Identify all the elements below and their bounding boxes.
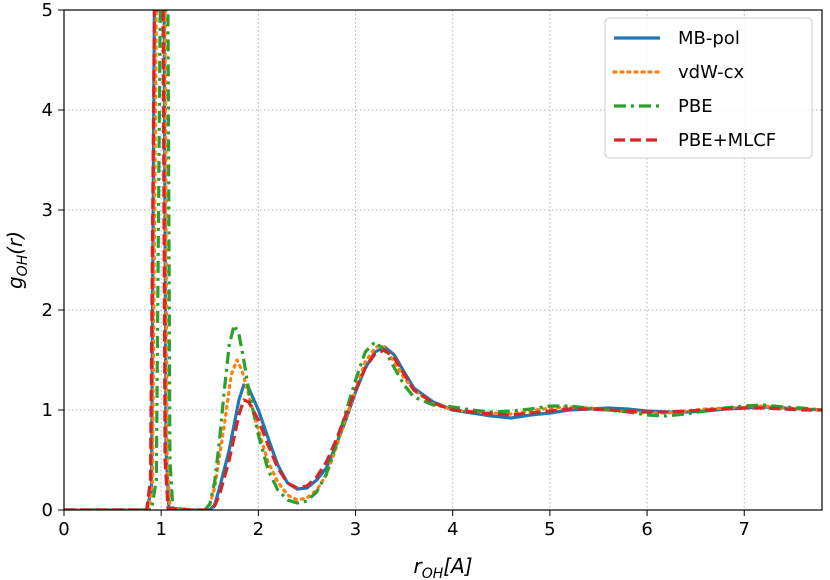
y-tick-label: 0 xyxy=(42,500,53,521)
y-tick-label: 4 xyxy=(42,100,53,121)
legend: MB-pol vdW-cx PBE PBE+MLCF xyxy=(604,17,813,159)
y-tick-label: 1 xyxy=(42,400,53,421)
x-tick-label: 5 xyxy=(544,519,555,540)
legend-label: MB-pol xyxy=(678,28,740,49)
y-tick-label: 2 xyxy=(42,300,53,321)
x-tick-label: 7 xyxy=(739,519,750,540)
x-tick-label: 0 xyxy=(58,519,69,540)
axis-ticks: 0 1 2 3 4 5 6 7 0 1 2 3 4 5 xyxy=(42,0,750,540)
plot-frame xyxy=(63,9,823,511)
y-tick-label: 3 xyxy=(42,200,53,221)
y-axis-label: gOH(r) xyxy=(3,231,31,289)
x-tick-label: 4 xyxy=(447,519,458,540)
x-tick-label: 1 xyxy=(155,519,166,540)
series-line-pbe-mlcf xyxy=(64,10,822,510)
y-tick-label: 5 xyxy=(42,0,53,21)
x-axis-label: rOH[A] xyxy=(413,554,472,580)
legend-label: vdW-cx xyxy=(678,62,745,83)
x-tick-label: 3 xyxy=(350,519,361,540)
series-layer xyxy=(64,10,822,510)
legend-box xyxy=(604,17,813,159)
x-tick-label: 2 xyxy=(253,519,264,540)
legend-label: PBE xyxy=(678,96,713,117)
legend-label: PBE+MLCF xyxy=(678,130,776,151)
x-tick-label: 6 xyxy=(641,519,652,540)
